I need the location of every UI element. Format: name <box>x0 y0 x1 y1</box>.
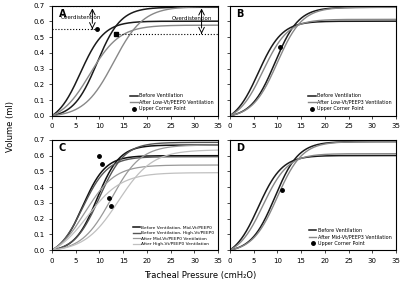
Text: Overdistention: Overdistention <box>172 17 212 21</box>
Legend: Before Ventilation, After Mid-Vt/PEEP3 Ventilation, Upper Corner Point: Before Ventilation, After Mid-Vt/PEEP3 V… <box>307 226 394 248</box>
Text: C: C <box>59 143 66 153</box>
Legend: Before Ventilation, After Low-Vt/PEEP3 Ventilation, Upper Corner Point: Before Ventilation, After Low-Vt/PEEP3 V… <box>306 92 394 113</box>
Text: Overdistention: Overdistention <box>60 15 101 20</box>
Text: Tracheal Pressure (cmH₂O): Tracheal Pressure (cmH₂O) <box>144 271 256 280</box>
Text: D: D <box>236 143 244 153</box>
Text: Volume (ml): Volume (ml) <box>6 101 15 152</box>
Legend: Before Ventilation, After Low-Vt/PEEP0 Ventilation, Upper Corner Point: Before Ventilation, After Low-Vt/PEEP0 V… <box>128 92 216 113</box>
Legend: Before Ventilation, Mid-Vt/PEEP0, Before Ventilation, High-Vt/PEEP0, After Mid-V: Before Ventilation, Mid-Vt/PEEP0, Before… <box>131 224 216 248</box>
Text: A: A <box>59 9 66 19</box>
Text: B: B <box>236 9 244 19</box>
